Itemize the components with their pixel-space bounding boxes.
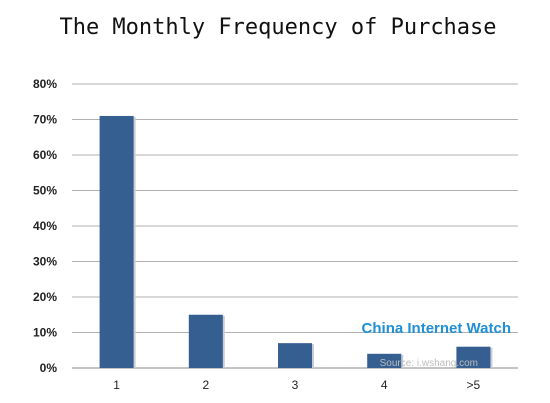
y-tick-label: 10% (33, 326, 57, 340)
y-tick-label: 0% (40, 361, 58, 375)
watermark-brand: China Internet Watch (362, 320, 511, 337)
bar-1 (99, 115, 134, 368)
x-tick-label: 1 (113, 378, 120, 392)
y-tick-label: 70% (33, 113, 57, 127)
y-tick-label: 40% (33, 219, 57, 233)
y-tick-label: 50% (33, 184, 57, 198)
bar-4 (367, 353, 402, 368)
y-tick-label: 80% (33, 77, 57, 91)
y-tick-label: 20% (33, 290, 57, 304)
y-tick-label: 60% (33, 148, 57, 162)
y-axis-tick-labels: 0% 10% 20% 30% 40% 50% 60% 70% 80% (33, 77, 57, 375)
x-tick-label: 4 (381, 378, 388, 392)
gridlines (72, 83, 518, 369)
chart-title: The Monthly Frequency of Purchase (59, 15, 496, 40)
watermark-source: Source: i.wshang.com (380, 358, 478, 369)
x-tick-label: >5 (467, 378, 481, 392)
x-tick-label: 2 (202, 378, 209, 392)
y-tick-label: 30% (33, 255, 57, 269)
bars (99, 115, 493, 368)
bar-2 (188, 314, 223, 368)
bar-3 (278, 343, 312, 368)
x-tick-label: 3 (292, 378, 299, 392)
bar->5 (456, 346, 491, 368)
x-axis-tick-labels: 1 2 3 4 >5 (113, 378, 480, 392)
